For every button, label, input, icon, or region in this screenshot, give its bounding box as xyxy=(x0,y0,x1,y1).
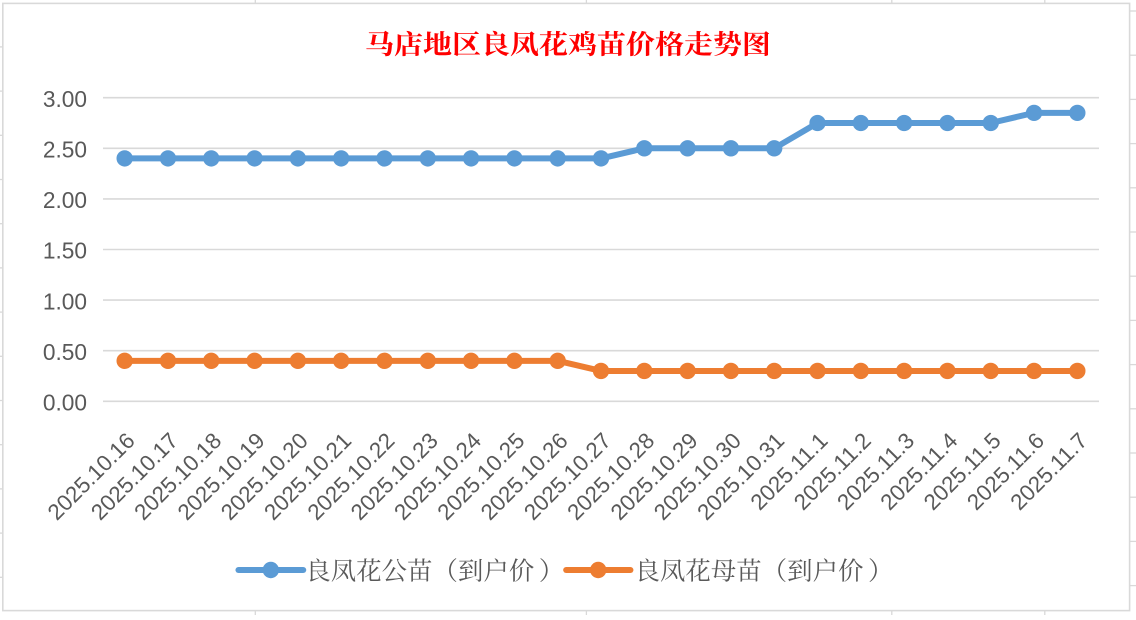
svg-text:2.50: 2.50 xyxy=(43,137,87,163)
svg-text:0.50: 0.50 xyxy=(43,339,87,365)
svg-text:0.00: 0.00 xyxy=(43,390,87,416)
svg-text:3.00: 3.00 xyxy=(43,86,87,112)
svg-text:1.00: 1.00 xyxy=(43,288,87,314)
svg-text:2.00: 2.00 xyxy=(43,187,87,213)
svg-text:1.50: 1.50 xyxy=(43,238,87,264)
